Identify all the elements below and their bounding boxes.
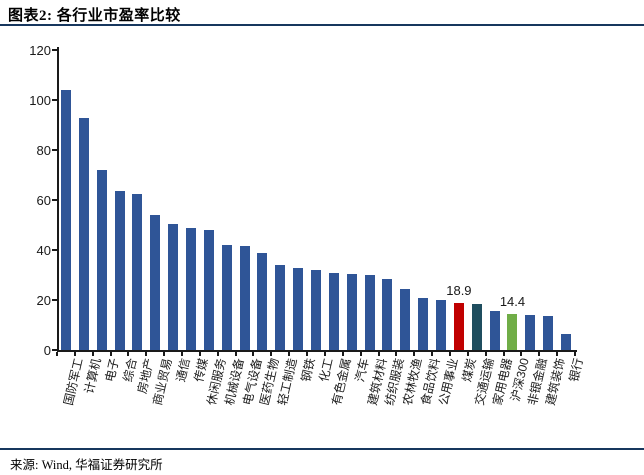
figure-title: 图表2: 各行业市盈率比较 bbox=[8, 8, 181, 24]
chart-bar bbox=[203, 230, 214, 350]
chart-bar bbox=[185, 227, 196, 350]
x-axis-tick-mark bbox=[181, 352, 184, 356]
source-note: 来源: Wind, 华福证券研究所 bbox=[10, 458, 163, 472]
x-axis-tick-mark bbox=[163, 352, 166, 356]
y-axis-tick-mark bbox=[52, 49, 57, 51]
chart-bar bbox=[364, 275, 375, 350]
y-axis-tick-label: 100 bbox=[29, 92, 51, 108]
y-axis-tick-mark bbox=[52, 149, 57, 151]
chart-bar bbox=[150, 215, 161, 350]
x-axis-tick-mark bbox=[377, 352, 380, 356]
x-axis-tick-mark bbox=[91, 352, 94, 356]
x-axis-tick-mark bbox=[288, 352, 291, 356]
chart-bar bbox=[239, 246, 250, 350]
y-axis-tick-mark bbox=[52, 349, 57, 351]
y-axis-tick-label: 120 bbox=[29, 42, 51, 58]
x-axis-tick-mark bbox=[359, 352, 362, 356]
chart-bar bbox=[78, 117, 89, 350]
x-axis-tick-mark bbox=[466, 352, 469, 356]
chart-bar bbox=[525, 315, 536, 350]
chart-bar bbox=[328, 272, 339, 350]
x-axis-tick-mark bbox=[395, 352, 398, 356]
x-axis-tick-mark bbox=[127, 352, 130, 356]
x-axis-tick-mark bbox=[73, 352, 76, 356]
chart-bar bbox=[507, 314, 518, 350]
chart-bar bbox=[114, 191, 125, 350]
x-axis-tick-mark bbox=[234, 352, 237, 356]
y-axis-tick-label: 20 bbox=[36, 292, 51, 308]
x-axis-tick-mark bbox=[252, 352, 255, 356]
plot-area bbox=[57, 47, 577, 352]
y-axis-tick-mark bbox=[52, 249, 57, 251]
x-axis-tick-mark bbox=[556, 352, 559, 356]
chart-bar bbox=[96, 170, 107, 350]
x-axis-tick-mark bbox=[484, 352, 487, 356]
chart-bar bbox=[543, 316, 554, 350]
x-axis-tick-mark bbox=[538, 352, 541, 356]
y-axis-tick-label: 80 bbox=[36, 142, 51, 158]
footer-divider bbox=[0, 448, 644, 450]
x-axis-tick-mark bbox=[431, 352, 434, 356]
x-axis-tick-mark bbox=[341, 352, 344, 356]
bar-value-label: 18.9 bbox=[446, 282, 472, 298]
x-axis-tick-mark bbox=[520, 352, 523, 356]
chart-bar bbox=[257, 252, 268, 350]
chart-bar bbox=[293, 267, 304, 350]
chart-bar bbox=[132, 193, 143, 350]
x-axis-tick-mark bbox=[109, 352, 112, 356]
x-axis-tick-mark bbox=[216, 352, 219, 356]
x-axis-tick-mark bbox=[198, 352, 201, 356]
y-axis-tick-label: 0 bbox=[43, 342, 51, 358]
x-axis-tick-mark bbox=[448, 352, 451, 356]
x-axis-tick-mark bbox=[323, 352, 326, 356]
y-axis-tick-label: 40 bbox=[36, 242, 51, 258]
chart-bar bbox=[275, 265, 286, 350]
y-axis-tick-label: 60 bbox=[36, 192, 51, 208]
chart-bar bbox=[418, 297, 429, 350]
chart-bar bbox=[311, 270, 321, 350]
chart-bar bbox=[436, 300, 447, 350]
y-axis-tick-mark bbox=[52, 99, 57, 101]
y-axis-tick-mark bbox=[52, 199, 57, 201]
x-axis-tick-mark bbox=[413, 352, 416, 356]
x-axis-tick-mark bbox=[574, 352, 576, 356]
chart-bar bbox=[471, 303, 482, 350]
bar-value-label: 14.4 bbox=[499, 294, 526, 309]
chart-bar bbox=[168, 223, 179, 350]
chart-bar bbox=[489, 311, 500, 350]
x-axis-tick-mark bbox=[145, 352, 148, 356]
title-divider bbox=[0, 24, 644, 26]
chart-bar bbox=[382, 278, 393, 350]
chart-bar bbox=[453, 302, 464, 350]
chart-bar bbox=[346, 273, 357, 350]
x-axis-tick-mark bbox=[502, 352, 505, 356]
chart-bar bbox=[60, 90, 71, 350]
x-axis-tick-mark bbox=[56, 352, 58, 356]
x-axis-tick-mark bbox=[306, 352, 309, 356]
y-axis-tick-mark bbox=[52, 299, 57, 301]
x-axis-tick-mark bbox=[270, 352, 273, 356]
chart-bar bbox=[561, 333, 572, 350]
chart-bar bbox=[400, 288, 411, 350]
chart-bar bbox=[221, 245, 232, 350]
